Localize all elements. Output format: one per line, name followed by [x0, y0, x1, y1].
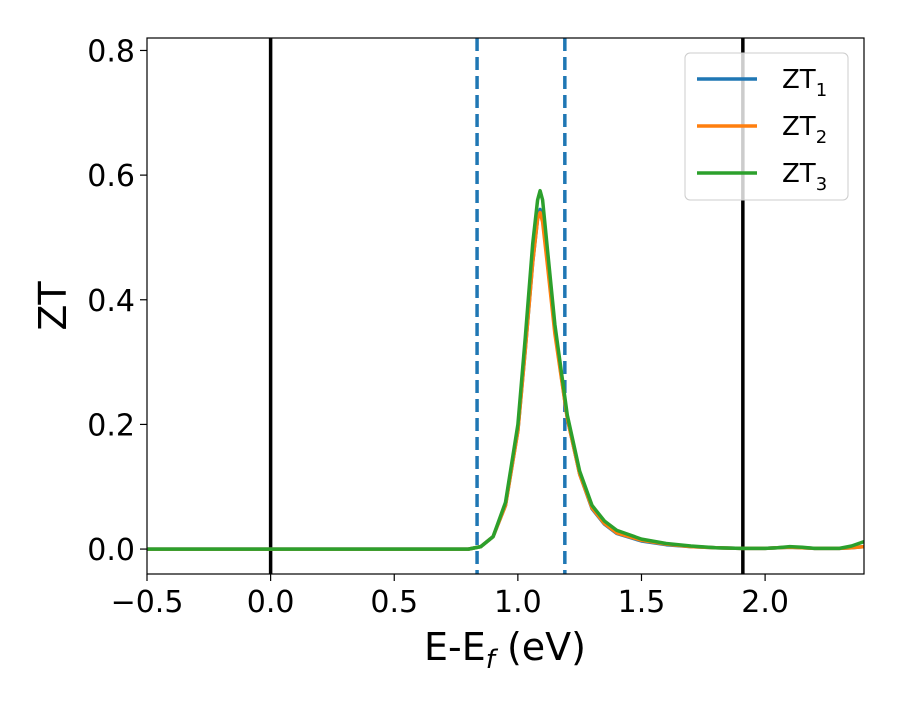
y-tick-label: 0.6	[87, 159, 135, 194]
x-axis: −0.5 0.0 0.5 1.0 1.5 2.0	[111, 574, 789, 620]
x-axis-label: E-Ef (eV)	[424, 625, 586, 675]
series-layer	[147, 188, 864, 551]
y-axis: 0.0 0.2 0.4 0.6 0.8	[87, 34, 147, 568]
y-tick-label: 0.8	[87, 34, 135, 69]
x-tick-label: 2.0	[741, 585, 789, 620]
x-tick-label: 1.5	[618, 585, 666, 620]
y-tick-label: 0.4	[87, 284, 135, 319]
x-tick-label: 1.0	[494, 585, 542, 620]
legend: ZT1 ZT2 ZT3	[684, 52, 849, 201]
x-tick-label: 0.0	[247, 585, 295, 620]
legend-label-3: ZT3	[782, 159, 827, 195]
x-tick-label: 0.5	[370, 585, 418, 620]
x-tick-label: −0.5	[111, 585, 184, 620]
y-tick-label: 0.0	[87, 533, 135, 568]
legend-label-1: ZT1	[782, 65, 827, 101]
plot-frame	[146, 37, 865, 575]
y-axis-label: ZT	[31, 281, 75, 331]
y-tick-label: 0.2	[87, 408, 135, 443]
series-line-3	[147, 188, 864, 551]
legend-box	[684, 52, 849, 201]
legend-label-2: ZT2	[782, 112, 827, 148]
